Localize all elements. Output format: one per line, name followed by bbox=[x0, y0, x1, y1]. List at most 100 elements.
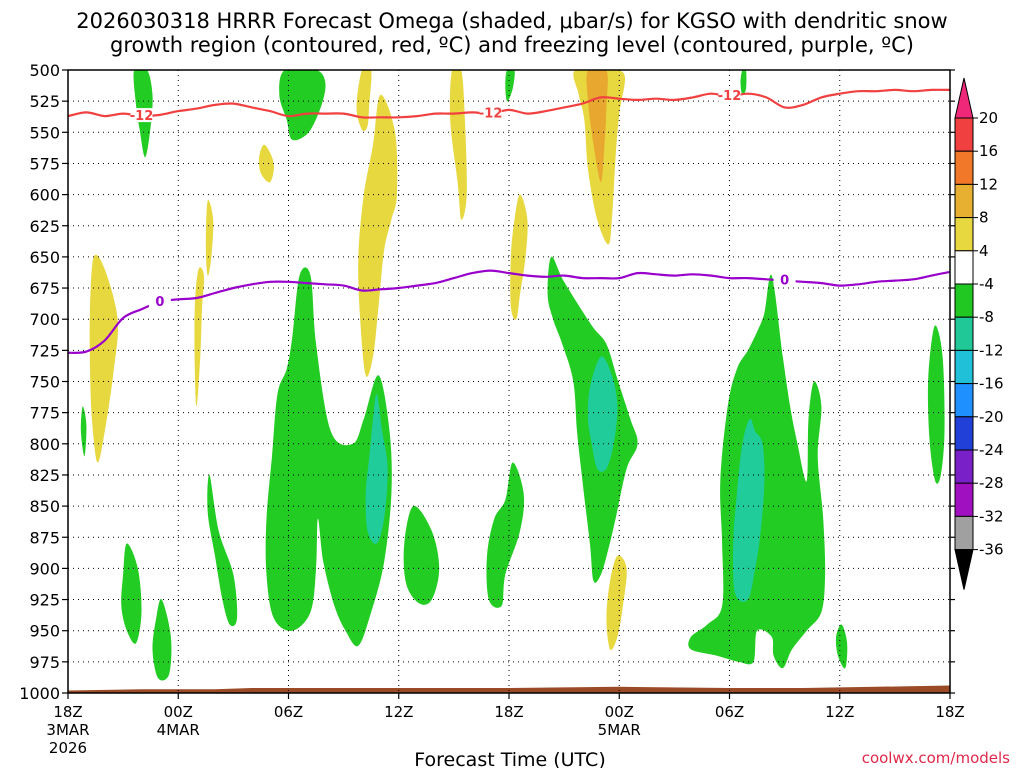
dendritic-contour-label: -12 bbox=[479, 107, 503, 122]
y-tick-label: 775 bbox=[29, 404, 60, 423]
credit-text: coolwx.com/models bbox=[862, 749, 1010, 767]
y-axis: 500 525 550 575 600 625 650 675 700 725 750 775 800 8… bbox=[19, 61, 955, 703]
x-tick-date: 4MAR bbox=[157, 721, 200, 739]
y-tick-label: 950 bbox=[29, 622, 60, 641]
omega-region-green bbox=[927, 325, 945, 484]
colorbar-swatch bbox=[954, 383, 974, 418]
ground-surface bbox=[68, 685, 950, 693]
omega-region-green bbox=[265, 267, 392, 647]
x-tick-label: 06Z bbox=[274, 703, 303, 721]
chart-title-line1: 2026030318 HRRR Forecast Omega (shaded, … bbox=[76, 9, 947, 33]
omega-region-green bbox=[835, 624, 848, 669]
freezing-level-contour-label: 0 bbox=[155, 295, 164, 310]
dendritic-contour-label-bg bbox=[130, 108, 153, 123]
y-tick-label: 1000 bbox=[19, 684, 60, 703]
y-tick-label: 525 bbox=[29, 92, 60, 111]
x-tick-label: 18Z bbox=[935, 703, 964, 721]
x-tick-label: 12Z bbox=[825, 703, 854, 721]
colorbar-label: -16 bbox=[979, 375, 1004, 393]
colorbar-swatch bbox=[954, 250, 974, 285]
x-tick-label: 18Z bbox=[494, 703, 523, 721]
omega-region-yellow bbox=[89, 254, 119, 463]
colorbar-label: 8 bbox=[979, 209, 989, 227]
y-tick-label: 800 bbox=[29, 435, 60, 454]
colorbar-label: -20 bbox=[979, 408, 1004, 426]
y-tick-label: 675 bbox=[29, 279, 60, 298]
colorbar-label: -4 bbox=[979, 275, 994, 293]
colorbar-top-arrow bbox=[954, 77, 974, 119]
colorbar-swatch bbox=[954, 150, 974, 185]
omega-region-yellow bbox=[449, 70, 467, 220]
freezing-level-contour bbox=[68, 269, 950, 355]
omega-region-green bbox=[403, 505, 440, 605]
y-tick-label: 600 bbox=[29, 186, 60, 205]
omega-region-green bbox=[505, 70, 515, 102]
colorbar-label: 20 bbox=[979, 109, 998, 127]
omega-region-green bbox=[152, 599, 172, 681]
colorbar-swatch bbox=[954, 349, 974, 385]
omega-region-green bbox=[121, 543, 142, 644]
plot-area: -12 -12 -12 0 0 bbox=[67, 69, 951, 694]
x-tick-label: 06Z bbox=[715, 703, 744, 721]
colorbar-label: -32 bbox=[979, 507, 1004, 525]
colorbar-label: 12 bbox=[979, 175, 998, 193]
omega-region-teal bbox=[365, 393, 388, 544]
colorbar-swatch bbox=[954, 316, 974, 351]
omega-region-green bbox=[740, 70, 747, 96]
freezing-level-contour-label-bg bbox=[773, 272, 796, 287]
dendritic-contour-label-bg bbox=[479, 105, 502, 120]
omega-region-green bbox=[279, 70, 326, 141]
x-axis-label: Forecast Time (UTC) bbox=[414, 749, 605, 768]
colorbar-swatch bbox=[954, 117, 974, 152]
y-tick-label: 925 bbox=[29, 591, 60, 610]
y-tick-label: 825 bbox=[29, 466, 60, 485]
colorbar-label: 4 bbox=[979, 242, 989, 260]
y-tick-label: 550 bbox=[29, 123, 60, 142]
y-tick-label: 875 bbox=[29, 528, 60, 547]
colorbar-swatch bbox=[954, 449, 974, 484]
omega-region-teal bbox=[587, 356, 618, 472]
freezing-level-contour-label: 0 bbox=[780, 274, 789, 289]
colorbar-swatch bbox=[954, 482, 974, 517]
omega-region-yellow bbox=[606, 555, 627, 651]
colorbar-label: -36 bbox=[979, 541, 1004, 559]
x-tick-label: 00Z bbox=[164, 703, 193, 721]
x-tick-label: 00Z bbox=[605, 703, 634, 721]
dendritic-contour-label: -12 bbox=[130, 109, 154, 124]
colorbar-label: -28 bbox=[979, 474, 1004, 492]
omega-region-green bbox=[80, 406, 87, 457]
colorbar-swatch bbox=[954, 416, 974, 451]
y-tick-label: 750 bbox=[29, 373, 60, 392]
colorbar-swatch bbox=[954, 283, 974, 318]
dendritic-contour-label-bg bbox=[718, 88, 741, 103]
omega-region-yellow bbox=[258, 144, 274, 183]
omega-region-green bbox=[486, 462, 525, 608]
y-tick-label: 725 bbox=[29, 341, 60, 360]
y-tick-label: 900 bbox=[29, 559, 60, 578]
x-tick-label: 12Z bbox=[384, 703, 413, 721]
omega-region-yellow bbox=[205, 200, 214, 276]
freezing-level-contour-label-bg bbox=[148, 293, 171, 308]
y-tick-label: 625 bbox=[29, 217, 60, 236]
x-tick-year: 2026 bbox=[49, 739, 87, 757]
y-tick-label: 575 bbox=[29, 154, 60, 173]
x-tick-date: 5MAR bbox=[598, 721, 641, 739]
plot-inner: -12 -12 -12 0 0 bbox=[68, 70, 950, 693]
omega-region-green bbox=[207, 474, 238, 627]
x-tick-date: 3MAR bbox=[46, 721, 89, 739]
dendritic-contour-label: -12 bbox=[718, 89, 742, 104]
y-tick-label: 850 bbox=[29, 497, 60, 516]
colorbar-label: 16 bbox=[979, 142, 998, 160]
y-tick-label: 975 bbox=[29, 653, 60, 672]
colorbar-bottom-arrow bbox=[954, 549, 974, 590]
colorbar-swatch bbox=[954, 183, 974, 219]
colorbar-label: -24 bbox=[979, 441, 1004, 459]
x-tick-label: 18Z bbox=[53, 703, 82, 721]
colorbar-swatch bbox=[954, 217, 974, 252]
chart-title-line2: growth region (contoured, red, ºC) and f… bbox=[110, 33, 914, 57]
colorbar-legend: 20 16 12 8 4 -4 -8 -12 -16 -20 -24 -28 -32 -36 bbox=[954, 77, 1004, 590]
y-tick-label: 650 bbox=[29, 248, 60, 267]
y-tick-label: 500 bbox=[29, 61, 60, 80]
